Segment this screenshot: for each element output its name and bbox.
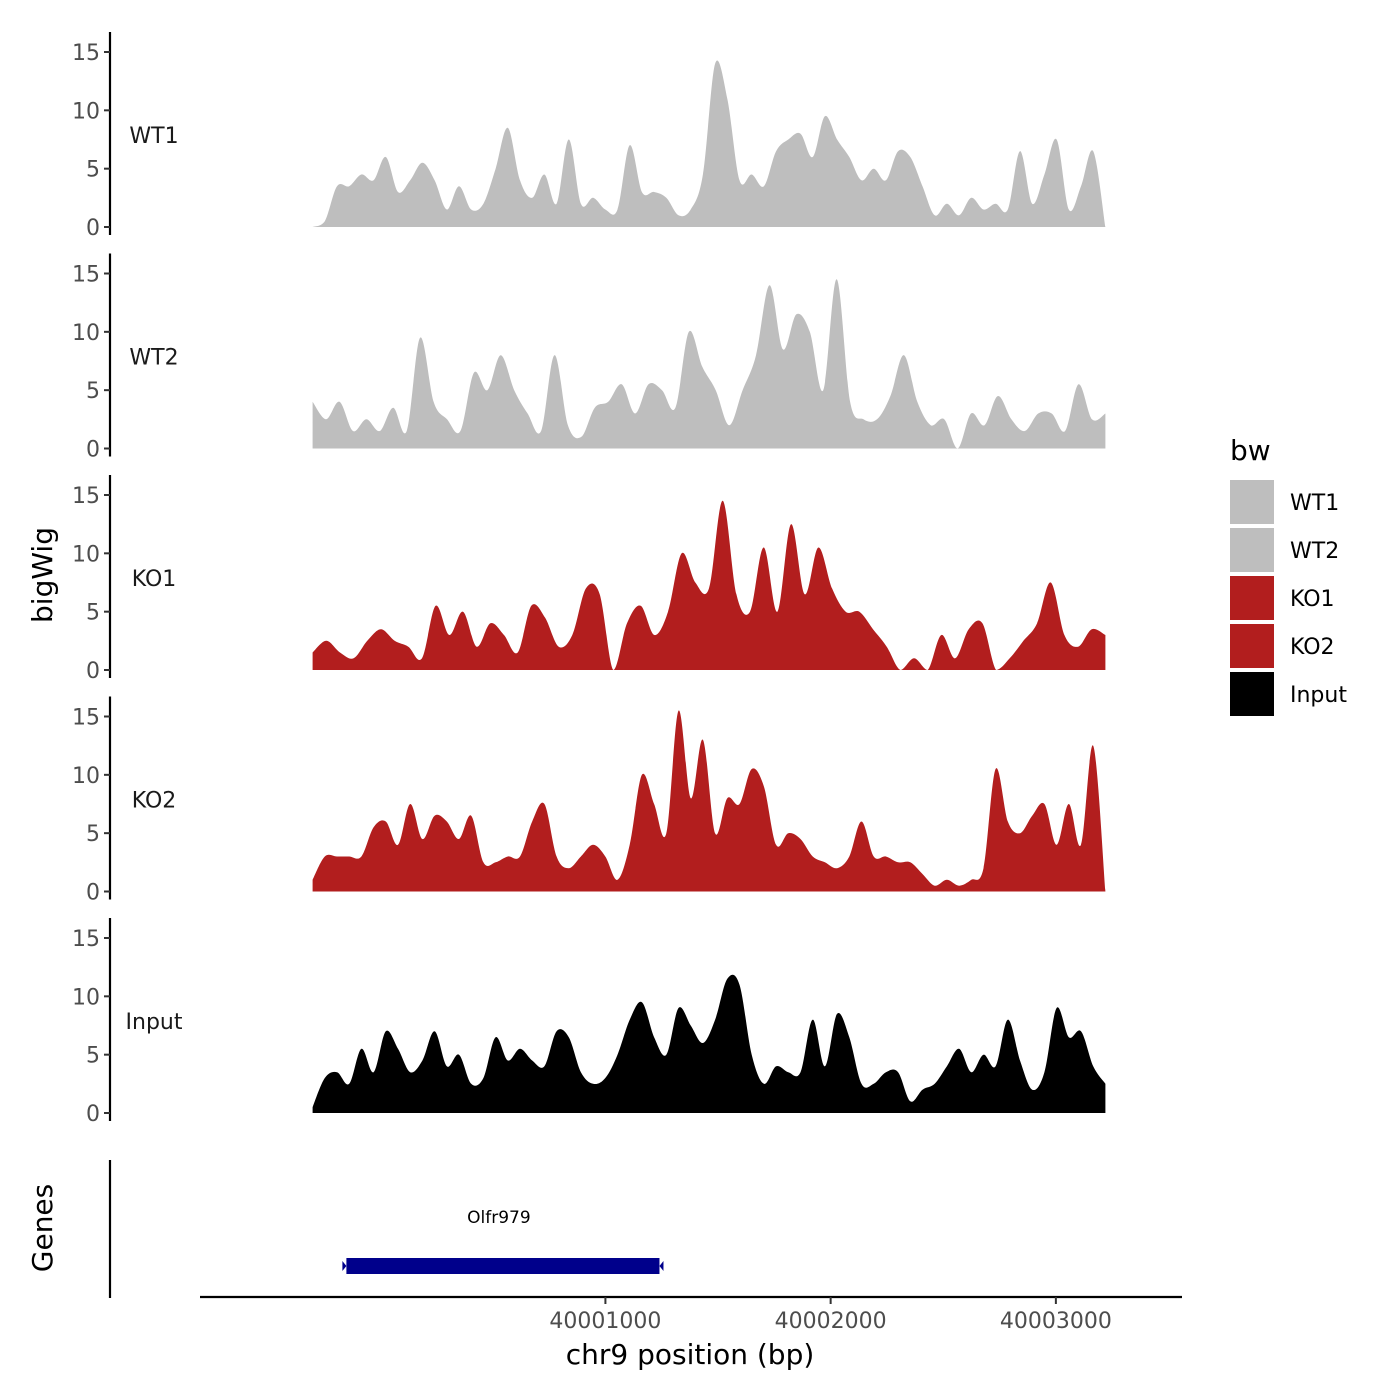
y-tick-label: 10	[72, 321, 100, 346]
y-tick-label: 15	[72, 706, 100, 731]
y-tick-label: 15	[72, 927, 100, 952]
legend-label: KO1	[1290, 587, 1335, 612]
legend-swatch	[1230, 576, 1274, 620]
y-tick-label: 5	[86, 822, 100, 847]
y-tick-label: 0	[86, 881, 100, 906]
y-tick-label: 5	[86, 601, 100, 626]
y-tick-label: 15	[72, 484, 100, 509]
legend-item-input: Input	[1230, 672, 1347, 716]
x-axis-title: chr9 position (bp)	[566, 1338, 815, 1371]
y-tick-label: 5	[86, 379, 100, 404]
legend-label: Input	[1290, 683, 1347, 708]
legend-item-wt2: WT2	[1230, 528, 1339, 572]
x-axis: 40001000 40002000 40003000	[200, 1295, 1182, 1334]
y-tick-label: 15	[72, 263, 100, 288]
signal-tracks: 0 5 10 15 WT1 0 5 10 15 WT2 0 5 10 15 KO1 0 5 10 15 KO2 0 5 10…	[72, 32, 1106, 1127]
area-wt1	[312, 60, 1106, 228]
legend-item-ko1: KO1	[1230, 576, 1335, 620]
legend: bw WT1 WT2 KO1 KO2 Input	[1230, 434, 1347, 716]
legend-swatch	[1230, 624, 1274, 668]
gene-track-title: Genes	[26, 1184, 59, 1272]
legend-title: bw	[1230, 434, 1271, 467]
legend-swatch	[1230, 480, 1274, 524]
gene-body	[346, 1258, 660, 1274]
x-tick-label: 40001000	[549, 1309, 661, 1334]
gene-track: Olfr979	[108, 1160, 664, 1298]
track-label: WT1	[129, 124, 178, 149]
x-tick-label: 40003000	[1000, 1309, 1112, 1334]
track-label: KO2	[132, 789, 177, 814]
area-ko2	[312, 710, 1106, 892]
y-tick-label: 5	[86, 1044, 100, 1069]
y-tick-label: 10	[72, 542, 100, 567]
gene-label: Olfr979	[467, 1208, 531, 1228]
legend-label: WT1	[1290, 491, 1339, 516]
legend-item-ko2: KO2	[1230, 624, 1335, 668]
legend-swatch	[1230, 672, 1274, 716]
y-axis-title: bigWig	[26, 527, 59, 623]
x-tick-label: 40002000	[775, 1309, 887, 1334]
track-wt2: 0 5 10 15 WT2	[72, 253, 1106, 463]
track-label: KO1	[132, 567, 177, 592]
y-tick-label: 10	[72, 764, 100, 789]
legend-item-wt1: WT1	[1230, 480, 1339, 524]
y-tick-label: 0	[86, 659, 100, 684]
track-label: WT2	[129, 346, 178, 371]
area-input	[312, 974, 1106, 1113]
track-label: Input	[126, 1010, 183, 1035]
legend-label: WT2	[1290, 539, 1339, 564]
y-tick-label: 0	[86, 438, 100, 463]
area-ko1	[312, 500, 1106, 670]
y-tick-label: 10	[72, 99, 100, 124]
legend-swatch	[1230, 528, 1274, 572]
track-ko2: 0 5 10 15 KO2	[72, 696, 1106, 906]
track-input: 0 5 10 15 Input	[72, 918, 1106, 1127]
legend-label: KO2	[1290, 635, 1335, 660]
y-tick-label: 0	[86, 216, 100, 241]
y-tick-label: 10	[72, 985, 100, 1010]
y-tick-label: 0	[86, 1102, 100, 1127]
y-tick-label: 5	[86, 158, 100, 183]
track-wt1: 0 5 10 15 WT1	[72, 32, 1106, 241]
gene-olfr979: Olfr979	[342, 1208, 664, 1274]
area-wt2	[312, 279, 1106, 449]
track-ko1: 0 5 10 15 KO1	[72, 475, 1106, 684]
y-tick-label: 15	[72, 41, 100, 66]
